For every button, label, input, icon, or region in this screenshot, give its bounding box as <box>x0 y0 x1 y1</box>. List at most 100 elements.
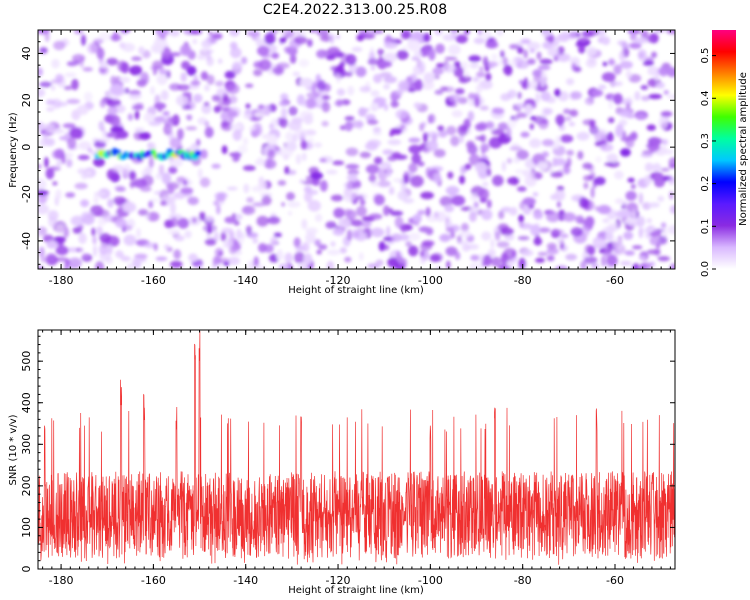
spectrogram-cell <box>93 157 105 167</box>
spectrogram-cell <box>423 72 435 84</box>
spectrogram-cell <box>78 141 92 150</box>
spectrogram-cell <box>204 216 214 221</box>
spectrogram-cell <box>252 202 266 207</box>
spectrogram-cell <box>308 166 320 175</box>
spectrogram-cell <box>591 89 604 97</box>
spectrogram-cell <box>271 52 280 59</box>
spectrogram-cell <box>38 195 48 204</box>
spectrogram-cell <box>81 34 86 46</box>
spectrogram-cell <box>115 250 124 259</box>
spectrogram-cell <box>38 164 42 169</box>
spectrogram-cell <box>113 196 127 206</box>
spectrogram-cell <box>563 108 571 115</box>
spectrogram-cell <box>474 161 488 173</box>
spectrogram-cell <box>44 137 55 147</box>
spectrogram-cell <box>482 56 489 67</box>
spectrogram-cell <box>516 112 528 118</box>
spectrogram-cell <box>548 33 555 44</box>
spectrogram-cell <box>180 187 194 195</box>
spectrogram-cell <box>546 247 559 255</box>
spectrogram-cell <box>569 109 579 117</box>
signal-track-cell <box>194 150 202 157</box>
spectrogram-cell <box>128 92 142 100</box>
spectrogram-cell <box>662 139 669 146</box>
spectrogram-cell <box>321 101 331 113</box>
spectrogram-cell <box>201 39 213 49</box>
spectrogram-cell <box>163 244 170 250</box>
spectrogram-cell <box>245 83 254 88</box>
spectrogram-cell <box>336 64 344 74</box>
spectrogram-cell <box>345 147 359 157</box>
spectrogram-cell <box>378 60 393 68</box>
spectrogram-cell <box>153 243 158 251</box>
spectrogram-cell <box>200 149 208 160</box>
spectrogram-cell <box>281 107 288 117</box>
spectrogram-cell <box>642 60 655 67</box>
spectrogram-cell <box>412 213 422 223</box>
spectrogram-cell <box>541 71 547 78</box>
spectrogram-cell <box>176 94 189 107</box>
spectrogram-cell <box>397 80 410 92</box>
spectrogram-cell <box>55 257 69 262</box>
spectrogram-cell <box>182 179 188 186</box>
spectrogram-cell <box>370 102 379 110</box>
spectrogram-cell <box>370 66 376 71</box>
spectrogram-cell <box>606 254 618 267</box>
spectrogram-cell <box>570 91 582 100</box>
spectrogram-cell <box>440 86 448 92</box>
x-tick-label: -100 <box>418 574 443 587</box>
spectrogram-cell <box>562 212 576 222</box>
spectrogram-cell <box>586 46 597 57</box>
spectrogram-cell <box>660 111 673 117</box>
spectrogram-cell <box>646 249 661 255</box>
spectrogram-cell <box>314 239 322 247</box>
spectrogram-cell <box>112 164 126 173</box>
spectrogram-cell <box>305 227 318 235</box>
spectrogram-cell <box>498 210 505 220</box>
spectrogram-cell <box>557 46 565 55</box>
spectrogram-cell <box>630 32 637 41</box>
spectrogram-cell <box>152 67 158 76</box>
spectrogram-cell <box>182 92 192 97</box>
spectrogram-cell <box>507 176 520 185</box>
spectrogram-cell <box>107 198 114 208</box>
spectrogram-cell <box>232 60 242 70</box>
spectrogram-cell <box>332 228 345 236</box>
spectrogram-cell <box>238 237 244 245</box>
spectrogram-cell <box>487 248 496 258</box>
spectrogram-cell <box>213 231 219 242</box>
spectrogram-cell <box>217 58 223 64</box>
spectrogram-cell <box>542 41 553 50</box>
spectrogram-cell <box>435 43 445 54</box>
spectrogram-cell <box>71 78 79 91</box>
spectrogram-cell <box>516 149 529 160</box>
spectrogram-cell <box>246 197 254 203</box>
spectrogram-cell <box>436 63 445 68</box>
spectrogram-cell <box>602 61 608 67</box>
spectrogram-cell <box>187 196 199 206</box>
spectrogram-cell <box>228 116 234 123</box>
spectrogram-cell <box>508 208 518 216</box>
snr-x-axis-label: Height of straight line (km) <box>288 585 424 596</box>
spectrogram-cell <box>346 184 352 190</box>
spectrogram-cell <box>98 31 111 42</box>
spectrogram-cell <box>482 181 489 187</box>
spectrogram-cell <box>301 152 307 162</box>
spectrogram-cell <box>53 236 66 243</box>
colorbar-tick-label: 0.0 <box>700 261 711 277</box>
spectrogram-cell <box>292 71 301 77</box>
spectrogram-cell <box>96 226 103 236</box>
spectrogram-cell <box>614 170 624 180</box>
spectrogram-cell <box>524 175 537 187</box>
spectrogram-cell <box>299 77 314 88</box>
spectrogram-cell <box>80 199 90 208</box>
y-tick-label: 500 <box>20 351 33 372</box>
spectrogram-cell <box>634 91 641 101</box>
spectrogram-cell <box>327 46 341 57</box>
spectrogram-cell <box>258 243 267 253</box>
spectrogram-cell <box>613 93 623 105</box>
spectrogram-cell <box>585 99 591 105</box>
spectrogram-cell <box>344 116 355 121</box>
spectrogram-cell <box>170 202 176 215</box>
spectrogram-cell <box>336 88 346 96</box>
